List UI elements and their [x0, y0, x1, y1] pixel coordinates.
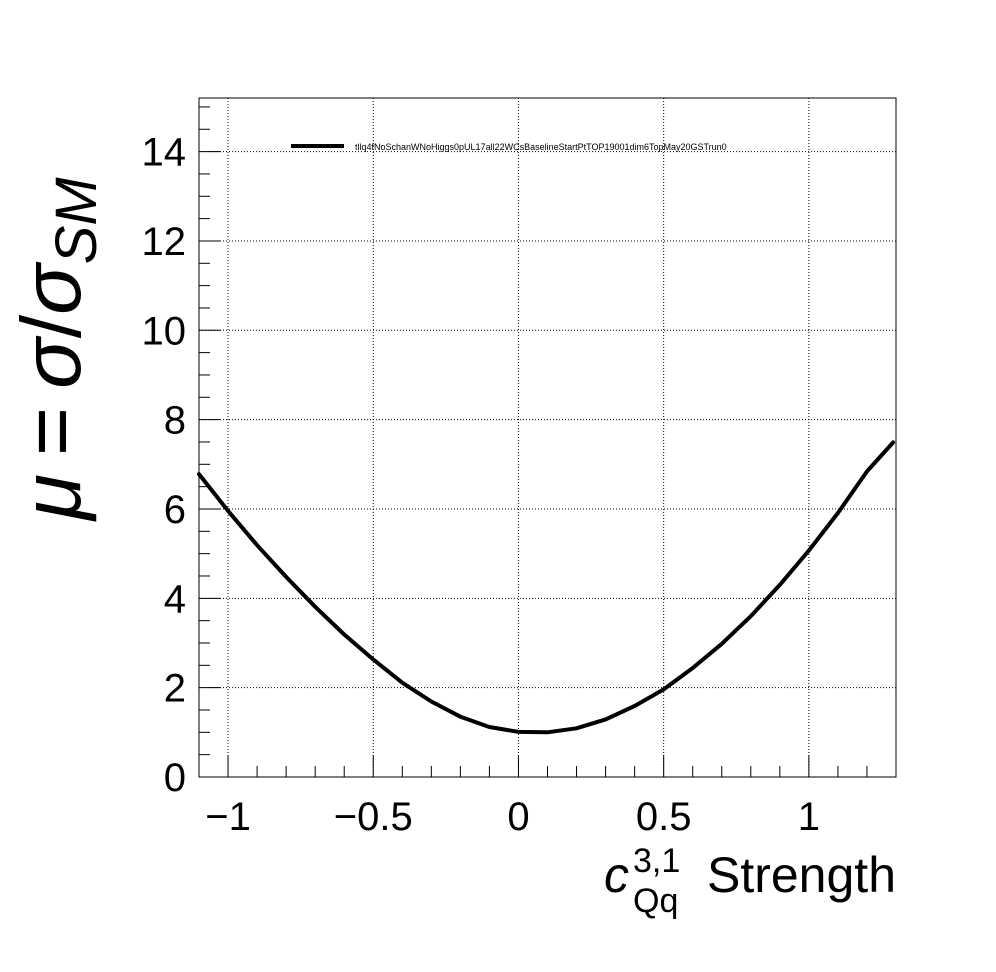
legend: tllq4fNoSchanWNoHiggs0pUL17all22WCsBasel…: [291, 142, 727, 152]
x-axis-title-superscript: 3,1: [633, 842, 680, 880]
series-line: [197, 440, 896, 735]
x-axis-title-suffix: Strength: [707, 847, 896, 903]
x-tick-label: −0.5: [334, 795, 413, 839]
y-tick-label: 0: [164, 756, 186, 800]
y-axis-title-equals: =: [4, 407, 98, 456]
y-tick-label: 2: [164, 667, 186, 711]
y-axis-title-sigma: σ: [4, 335, 98, 389]
y-tick-label: 6: [164, 488, 186, 532]
grid: [199, 98, 896, 777]
y-tick-label: 14: [142, 131, 187, 175]
x-axis-title-subscript: Qq: [633, 882, 678, 920]
x-tick-label: 0.5: [636, 795, 692, 839]
y-axis-title: μ=σ/σSM: [4, 177, 109, 522]
axis-ticks: [198, 106, 897, 778]
legend-label: tllq4fNoSchanWNoHiggs0pUL17all22WCsBasel…: [355, 142, 727, 152]
y-axis-title-text: μ=σ/σSM: [4, 177, 109, 522]
x-tick-label: 1: [798, 795, 820, 839]
x-axis-title-symbol: c: [604, 847, 629, 903]
y-axis-title-mu: μ: [4, 474, 98, 522]
x-tick-label: 0: [507, 795, 529, 839]
y-tick-labels: 0 2 4 6 8 10 12 14: [142, 131, 187, 800]
y-tick-label: 12: [142, 220, 187, 264]
series-layer: [197, 440, 896, 735]
x-tick-labels: −1 −0.5 0 0.5 1: [205, 795, 820, 839]
y-tick-label: 10: [142, 309, 187, 353]
y-axis-title-sigma-sm: σ: [4, 261, 98, 315]
y-tick-label: 8: [164, 399, 186, 443]
x-axis-title: c 3,1 Qq Strength: [604, 842, 896, 920]
y-axis-title-sm-subscript: SM: [44, 177, 109, 265]
y-tick-label: 4: [164, 577, 186, 621]
y-axis-title-slash: /: [4, 314, 98, 338]
x-tick-label: −1: [205, 795, 251, 839]
